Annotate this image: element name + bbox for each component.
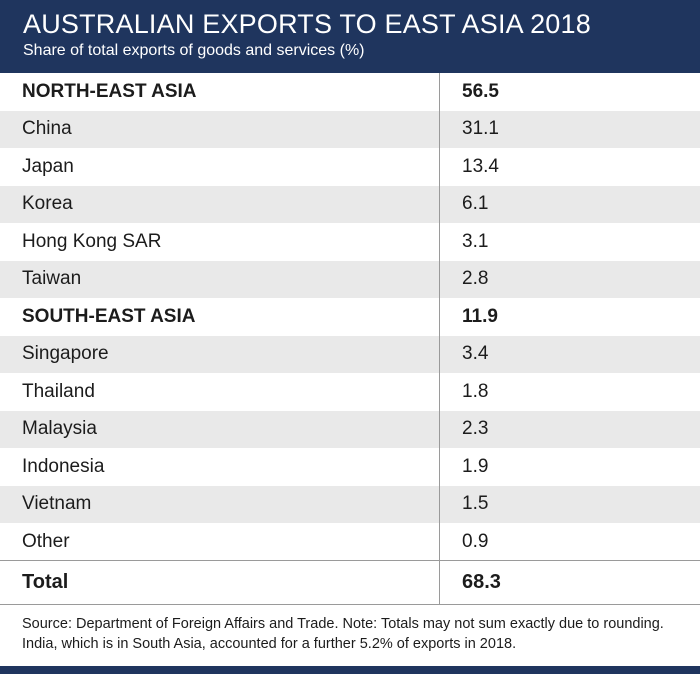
row-value: 2.8: [462, 268, 489, 290]
row-label: Korea: [22, 193, 73, 215]
total-divider: [0, 560, 700, 561]
table-row: Hong Kong SAR 3.1: [0, 223, 700, 261]
row-value: 1.8: [462, 380, 489, 402]
row-label: Thailand: [22, 380, 95, 402]
table-row: Malaysia 2.3: [0, 410, 700, 448]
table-row: Singapore 3.4: [0, 335, 700, 373]
table-row: Thailand 1.8: [0, 373, 700, 411]
total-value: 68.3: [462, 571, 501, 593]
table-group-row: NORTH-EAST ASIA 56.5: [0, 73, 700, 111]
row-value: 11.9: [462, 305, 498, 327]
table-row: Vietnam 1.5: [0, 485, 700, 523]
table-row: China 31.1: [0, 110, 700, 148]
row-value: 13.4: [462, 155, 499, 177]
row-value: 56.5: [462, 80, 499, 102]
row-label: NORTH-EAST ASIA: [22, 80, 197, 102]
row-value: 3.4: [462, 343, 489, 365]
exports-table: NORTH-EAST ASIA 56.5 China 31.1 Japan 13.4 Kor…: [0, 73, 700, 561]
row-label: Other: [22, 530, 70, 552]
row-value: 3.1: [462, 230, 489, 252]
row-value: 2.3: [462, 418, 489, 440]
table-group-row: SOUTH-EAST ASIA 11.9: [0, 298, 700, 336]
row-label: Singapore: [22, 343, 109, 365]
table-row: Taiwan 2.8: [0, 260, 700, 298]
bottom-divider: [0, 604, 700, 605]
row-value: 31.1: [462, 118, 499, 140]
chart-subtitle: Share of total exports of goods and serv…: [23, 42, 365, 59]
row-label: China: [22, 118, 72, 140]
row-label: Indonesia: [22, 455, 105, 477]
table-row: Indonesia 1.9: [0, 448, 700, 486]
row-label: Taiwan: [22, 268, 82, 290]
row-value: 0.9: [462, 530, 489, 552]
table-row: Other 0.9: [0, 523, 700, 561]
row-label: Hong Kong SAR: [22, 230, 162, 252]
total-row: Total 68.3: [0, 561, 700, 604]
row-value: 6.1: [462, 193, 489, 215]
row-label: Japan: [22, 155, 74, 177]
total-label: Total: [22, 571, 69, 593]
table-row: Korea 6.1: [0, 185, 700, 223]
chart-title: AUSTRALIAN EXPORTS TO EAST ASIA 2018: [23, 9, 591, 39]
footer-bar: [0, 666, 700, 674]
header-banner: AUSTRALIAN EXPORTS TO EAST ASIA 2018 Sha…: [0, 0, 700, 73]
row-value: 1.9: [462, 455, 489, 477]
row-value: 1.5: [462, 493, 489, 515]
table-row: Japan 13.4: [0, 148, 700, 186]
row-label: Malaysia: [22, 418, 97, 440]
column-divider: [439, 73, 440, 605]
row-label: SOUTH-EAST ASIA: [22, 305, 196, 327]
row-label: Vietnam: [22, 493, 92, 515]
source-note: Source: Department of Foreign Affairs an…: [22, 616, 664, 652]
